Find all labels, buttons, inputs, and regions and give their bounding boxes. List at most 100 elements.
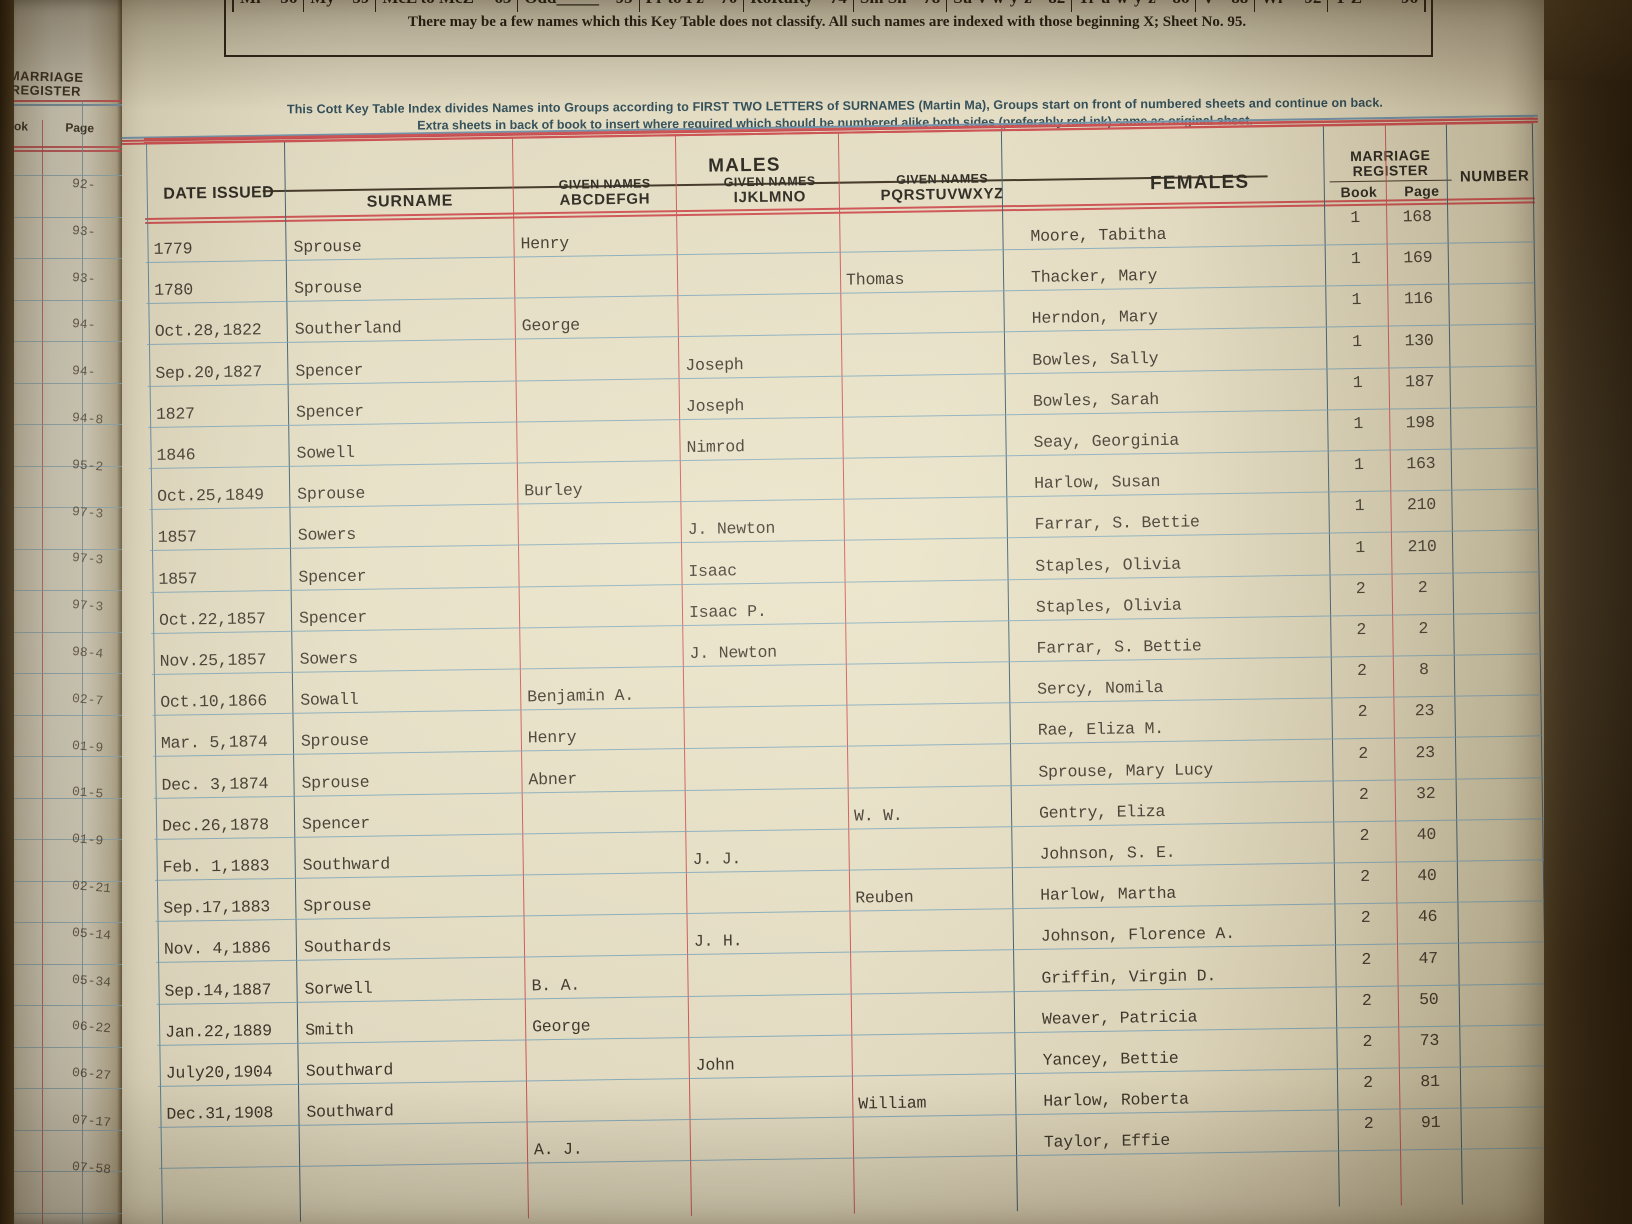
cell-given-name-ijklmno: J. Newton: [687, 519, 776, 540]
cell-register-page: 168: [1402, 206, 1432, 227]
cell-date-issued: Nov.25,1857: [159, 650, 267, 671]
key-table-column-6: ReRh Ri73RoRuRy74: [744, 0, 854, 12]
key-table-entry-range: Y-Z: [1334, 0, 1370, 9]
cell-female-name: Bowles, Sally: [1032, 348, 1159, 370]
rule-after-date-issued: [283, 141, 302, 1222]
key-table-entry-sheet: 74: [830, 0, 847, 9]
key-table-column-7: Sk Sl77Sm Sn78: [854, 0, 948, 12]
key-table-entry-sheet: 63: [494, 0, 511, 9]
previous-page-number: 05-14: [71, 924, 112, 944]
cell-register-page: 47: [1418, 948, 1439, 968]
previous-page-number: 01-9: [71, 737, 104, 756]
cell-female-name: Farrar, S. Bettie: [1034, 512, 1200, 535]
key-table-entry: Sm Sn 78: [856, 0, 944, 9]
rule-left-border: [145, 143, 164, 1224]
cell-surname: Sowall: [300, 690, 359, 710]
cell-given-name-abcdefgh: George: [531, 1016, 591, 1037]
cell-surname: Spencer: [298, 566, 367, 587]
cell-female-name: Harlow, Roberta: [1043, 1089, 1189, 1111]
cell-given-name-ijklmno: Nimrod: [686, 437, 745, 457]
index-table: DATE ISSUED MALES SURNAME GIVEN NAMES AB…: [143, 117, 1544, 1224]
previous-page-number: 07-17: [71, 1111, 112, 1131]
cell-date-issued: Dec. 3,1874: [161, 773, 269, 795]
cell-date-issued: Feb. 1,1883: [162, 856, 270, 877]
cell-date-issued: Mar. 5,1874: [160, 732, 268, 754]
previous-page-rule: [0, 1212, 122, 1214]
key-table-entry: Odd_____ 95: [520, 0, 636, 9]
cell-register-page: 130: [1404, 330, 1434, 350]
previous-page-rule: [0, 548, 122, 550]
previous-page-rule: [0, 258, 122, 259]
previous-page-edge: MARRIAGE REGISTER Book Page 92- 93- 93- 94-…: [0, 0, 122, 1224]
previous-page-number: 94-: [71, 316, 97, 334]
rule-after-given-names-1: [674, 136, 692, 1217]
cell-female-name: Farrar, S. Bettie: [1036, 636, 1202, 658]
key-table-column-3: McD to McK62McL to McZ63: [376, 0, 519, 12]
cell-register-page: 2: [1418, 619, 1429, 639]
cell-female-name: Bowles, Sarah: [1032, 389, 1160, 411]
key-table-entry-range: My: [310, 0, 343, 9]
key-table-entry-range: Tr-u-w-y-z: [1078, 0, 1163, 9]
cell-register-page: 2: [1417, 577, 1428, 597]
cell-female-name: Yancey, Bettie: [1042, 1048, 1179, 1070]
cell-register-book: 2: [1360, 867, 1370, 887]
cell-register-page: 50: [1418, 989, 1439, 1009]
cell-female-name: Staples, Olivia: [1035, 554, 1182, 576]
previous-page-number: 02-7: [71, 690, 104, 709]
cell-given-name-pqrstuvwxyz: William: [858, 1093, 927, 1114]
cell-register-page: 169: [1403, 248, 1433, 268]
cell-register-page: 210: [1407, 536, 1437, 556]
previous-page-rule: [0, 756, 122, 757]
rule-after-females: [1322, 126, 1340, 1207]
rule-right-border: [1531, 123, 1544, 1204]
cell-given-name-abcdefgh: B. A.: [531, 975, 581, 995]
cell-female-name: Seay, Georginia: [1033, 430, 1180, 452]
key-table-entry-range: Mi: [240, 0, 269, 9]
cell-register-book: 1: [1351, 290, 1362, 310]
cell-date-issued: 1780: [154, 280, 194, 301]
cell-given-name-abcdefgh: Abner: [528, 769, 578, 789]
previous-page-rule: [0, 1088, 122, 1089]
key-table-column-8: Sto-r-u-y81Su-v-w-y-z82: [947, 0, 1073, 12]
cell-given-name-abcdefgh: Henry: [520, 233, 570, 254]
cell-female-name: Taylor, Effie: [1043, 1131, 1171, 1153]
key-table-entry-sheet: 70: [720, 0, 737, 9]
cell-register-page: 91: [1420, 1113, 1441, 1133]
key-table-column-2: Mu58My59: [304, 0, 377, 12]
cell-register-book: 1: [1350, 249, 1361, 269]
cell-female-name: Johnson, Florence A.: [1040, 924, 1236, 947]
previous-page-number: 05-34: [71, 971, 112, 990]
cell-date-issued: Dec.31,1908: [166, 1103, 274, 1124]
cell-date-issued: 1857: [158, 568, 198, 589]
col-header-book: Book: [1340, 183, 1378, 201]
cell-surname: Sprouse: [294, 277, 363, 298]
key-table-column-1: Me55Mi56: [234, 0, 305, 12]
cell-register-page: 23: [1414, 701, 1435, 721]
key-table-entry: Wi 92: [1257, 0, 1325, 9]
key-table-entry: Y-Z 96: [1330, 0, 1422, 9]
cell-given-name-pqrstuvwxyz: Thomas: [845, 269, 905, 290]
cell-female-name: Sercy, Nomila: [1037, 678, 1164, 699]
key-table-entry-range: Wi: [1261, 0, 1290, 9]
cell-surname: Sprouse: [301, 772, 370, 793]
col-header-surname: SURNAME: [366, 192, 454, 211]
cell-given-name-ijklmno: Isaac P.: [688, 601, 767, 622]
previous-page-number: 02-21: [71, 877, 112, 897]
cell-surname: Spencer: [295, 401, 365, 422]
previous-page-rule: [0, 341, 122, 342]
cell-register-book: 1: [1350, 207, 1361, 228]
key-table-entry-range: Su-v-w-y-z: [953, 0, 1039, 9]
key-table-column-4: O66Odd_____95: [518, 0, 640, 12]
cell-given-name-pqrstuvwxyz: Reuben: [855, 887, 914, 908]
key-table-entry: Su-v-w-y-z 82: [949, 0, 1069, 9]
cell-register-book: 2: [1356, 619, 1367, 640]
cell-register-book: 2: [1359, 825, 1370, 846]
cell-register-page: 198: [1405, 412, 1435, 433]
key-table-entry-sheet: 86: [1172, 0, 1189, 9]
cell-register-book: 2: [1362, 1031, 1373, 1052]
previous-page-number: 95-2: [71, 456, 104, 475]
cell-register-page: 187: [1404, 371, 1435, 392]
cell-female-name: Harlow, Susan: [1033, 472, 1161, 494]
row-rule: [159, 1147, 1544, 1170]
previous-page-number: 98-4: [71, 643, 104, 662]
